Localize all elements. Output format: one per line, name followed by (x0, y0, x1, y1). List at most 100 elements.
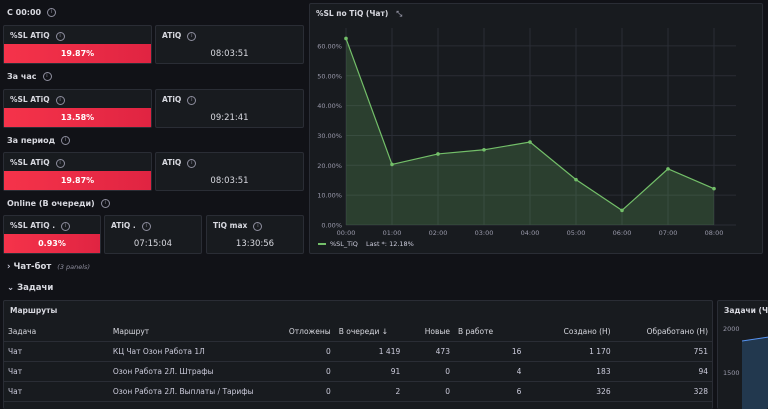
tasks-chart-panel: Задачи (Ча 2000 1500 (717, 300, 768, 409)
data-point (436, 152, 440, 156)
data-point (712, 186, 716, 191)
column-header[interactable]: Маршрут (108, 321, 266, 342)
online-atiq-panel: ATiQ .i 07:15:04 (104, 215, 202, 254)
atiq-value: 08:03:51 (210, 176, 249, 186)
panel-title: Маршруты (10, 306, 58, 315)
column-header[interactable]: В очереди ↓ (334, 321, 405, 342)
x-tick-label: 02:00 (429, 229, 448, 237)
cell-queued: 91 (334, 361, 405, 382)
y-tick-label: 20.00% (317, 162, 342, 170)
column-header[interactable]: Отложены (265, 321, 335, 342)
table-row[interactable]: Чат Озон Работа 2Л. Штрафы 0 91 0 4 183 … (4, 361, 712, 382)
y-tick-label: 2000 (723, 325, 740, 333)
atiq-value: 07:15:04 (133, 239, 173, 249)
chatbot-row[interactable]: › Чат-бот (3 panels) (7, 262, 90, 272)
info-icon[interactable]: i (61, 221, 71, 231)
sl-value: 0.93% (4, 234, 100, 253)
column-header[interactable]: Новые (404, 321, 454, 342)
info-icon[interactable]: i (187, 31, 197, 41)
panel-title: ATiQ .i (111, 221, 151, 231)
panel-title: %SL ATiQ i (10, 158, 65, 168)
info-icon[interactable]: i (55, 95, 65, 105)
y-tick-label: 10.00% (317, 192, 342, 200)
info-icon[interactable]: i (141, 221, 151, 231)
cell-created: 326 (525, 381, 615, 402)
section-since-midnight: С 00:00 i (7, 8, 57, 17)
routes-table: Задача Маршрут Отложены В очереди ↓ Новы… (4, 321, 712, 402)
sl-atiq-panel: %SL ATiQ i 13.58% (3, 89, 152, 128)
table-row[interactable]: Чат КЦ Чат Озон Работа 1Л 0 1 419 473 16… (4, 341, 712, 362)
cell-in-progress: 4 (453, 361, 526, 382)
info-icon[interactable]: i (100, 199, 110, 208)
column-header[interactable]: В работе (453, 321, 526, 342)
table-row[interactable]: Чат Озон Работа 2Л. Выплаты / Тарифы 0 2… (4, 381, 712, 402)
row-title: Задачи (17, 283, 54, 293)
panel-title: %SL ATiQ i (10, 31, 65, 41)
tasks-area-chart[interactable] (718, 301, 768, 409)
info-icon[interactable]: i (187, 158, 197, 168)
x-tick-label: 06:00 (613, 229, 632, 237)
collapse-icon[interactable]: ⤡ (396, 9, 403, 18)
column-header[interactable]: Создано (Н) (525, 321, 615, 342)
info-icon[interactable]: i (42, 72, 52, 81)
cell-deferred: 0 (265, 361, 335, 382)
online-sl-panel: %SL ATiQ .i 0.93% (3, 215, 101, 254)
tasks-row[interactable]: ⌄ Задачи (7, 283, 53, 293)
chart-legend[interactable]: %SL_TiQ Last *: 12.18% (318, 240, 414, 248)
chevron-down-icon: ⌄ (7, 283, 15, 293)
panel-title: %SL ATiQ .i (10, 221, 71, 231)
atiq-panel: ATiQ i 09:21:41 (155, 89, 304, 128)
tiq-max-panel: TiQ max i 13:30:56 (206, 215, 304, 254)
info-icon[interactable]: i (55, 31, 65, 41)
tasks-line (741, 336, 768, 342)
series-area (346, 38, 714, 226)
panel-title: ATiQ i (162, 158, 197, 168)
info-icon[interactable]: i (47, 8, 57, 17)
x-tick-label: 08:00 (705, 229, 724, 237)
cell-route: Озон Работа 2Л. Выплаты / Тарифы (108, 381, 266, 402)
y-tick-label: 1500 (723, 369, 740, 377)
table-header-row: Задача Маршрут Отложены В очереди ↓ Новы… (4, 321, 712, 342)
cell-created: 1 170 (525, 341, 615, 362)
cell-route: КЦ Чат Озон Работа 1Л (108, 341, 266, 362)
sl-atiq-panel: %SL ATiQ i 19.87% (3, 152, 152, 191)
tasks-area-fill (742, 337, 768, 409)
panel-title: ATiQ i (162, 31, 197, 41)
section-online: Online (В очереди) i (7, 199, 110, 208)
data-point (482, 147, 486, 152)
x-tick-label: 07:00 (659, 229, 678, 237)
chevron-right-icon: › (7, 262, 11, 272)
panel-title: %SL ATiQ i (10, 95, 65, 105)
cell-task: Чат (4, 381, 109, 402)
x-tick-label: 05:00 (567, 229, 586, 237)
y-tick-label: 30.00% (317, 132, 342, 140)
row-panel-count: (3 panels) (57, 263, 90, 271)
cell-in-progress: 6 (453, 381, 526, 402)
legend-last: Last *: 12.18% (365, 240, 414, 248)
info-icon[interactable]: i (55, 158, 65, 168)
cell-queued: 1 419 (334, 341, 405, 362)
sl-value: 19.87% (4, 171, 151, 190)
data-point (666, 167, 670, 171)
cell-queued: 2 (334, 381, 405, 402)
cell-new: 473 (404, 341, 454, 362)
sl-tiq-chart[interactable]: 0.00% 10.00% 20.00% 30.00% 40.00% 50.00% 60.00… (310, 4, 762, 253)
cell-task: Чат (4, 341, 109, 362)
panel-title: TiQ max i (213, 221, 263, 231)
info-icon[interactable]: i (187, 95, 197, 105)
tiq-max-value: 13:30:56 (235, 239, 275, 249)
sl-value: 13.58% (4, 108, 151, 127)
column-header[interactable]: Обработано (Н) (614, 321, 712, 342)
legend-label: %SL_TiQ (330, 240, 358, 248)
cell-task: Чат (4, 361, 109, 382)
sl-atiq-panel: %SL ATiQ i 19.87% (3, 25, 152, 64)
x-tick-label: 04:00 (521, 229, 540, 237)
info-icon[interactable]: i (61, 136, 71, 145)
section-per-period: За период i (7, 136, 71, 145)
column-header[interactable]: Задача (4, 321, 109, 342)
y-tick-label: 0.00% (321, 222, 342, 230)
sl-value: 19.87% (4, 44, 151, 63)
cell-new: 0 (404, 361, 454, 382)
info-icon[interactable]: i (253, 221, 263, 231)
legend-swatch (318, 243, 326, 245)
